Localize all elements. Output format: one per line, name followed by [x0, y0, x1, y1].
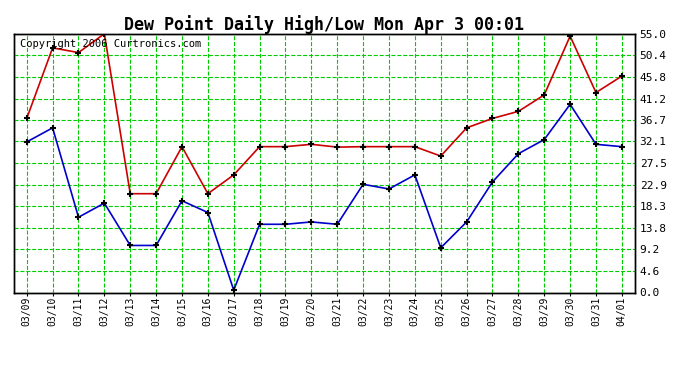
Title: Dew Point Daily High/Low Mon Apr 3 00:01: Dew Point Daily High/Low Mon Apr 3 00:01	[124, 15, 524, 34]
Text: Copyright 2006 Curtronics.com: Copyright 2006 Curtronics.com	[20, 39, 201, 49]
